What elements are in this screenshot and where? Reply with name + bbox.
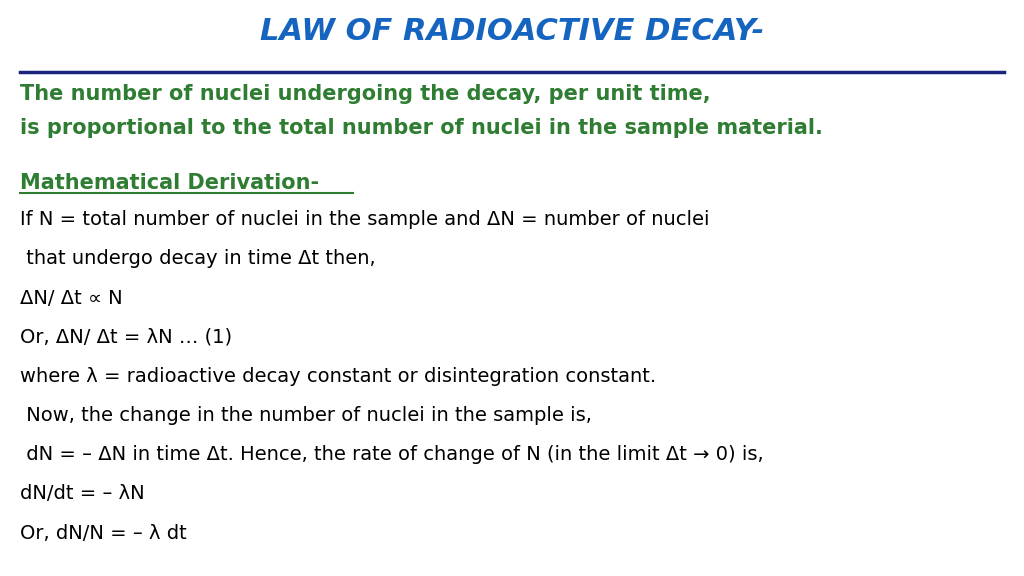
Text: Or, dN/N = – λ dt: Or, dN/N = – λ dt	[20, 524, 187, 543]
Text: dN/dt = – λN: dN/dt = – λN	[20, 484, 145, 503]
Text: where λ = radioactive decay constant or disintegration constant.: where λ = radioactive decay constant or …	[20, 367, 656, 386]
Text: Or, ΔN/ Δt = λN … (1): Or, ΔN/ Δt = λN … (1)	[20, 328, 232, 347]
Text: Mathematical Derivation-: Mathematical Derivation-	[20, 173, 319, 193]
Text: The number of nuclei undergoing the decay, per unit time,: The number of nuclei undergoing the deca…	[20, 84, 711, 104]
Text: ΔN/ Δt ∝ N: ΔN/ Δt ∝ N	[20, 289, 123, 308]
Text: LAW OF RADIOACTIVE DECAY-: LAW OF RADIOACTIVE DECAY-	[260, 17, 764, 46]
Text: that undergo decay in time Δt then,: that undergo decay in time Δt then,	[20, 249, 376, 268]
Text: Now, the change in the number of nuclei in the sample is,: Now, the change in the number of nuclei …	[20, 406, 592, 425]
Text: is proportional to the total number of nuclei in the sample material.: is proportional to the total number of n…	[20, 118, 823, 138]
Text: dN = – ΔN in time Δt. Hence, the rate of change of N (in the limit Δt → 0) is,: dN = – ΔN in time Δt. Hence, the rate of…	[20, 445, 764, 464]
Text: If N = total number of nuclei in the sample and ΔN = number of nuclei: If N = total number of nuclei in the sam…	[20, 210, 710, 229]
